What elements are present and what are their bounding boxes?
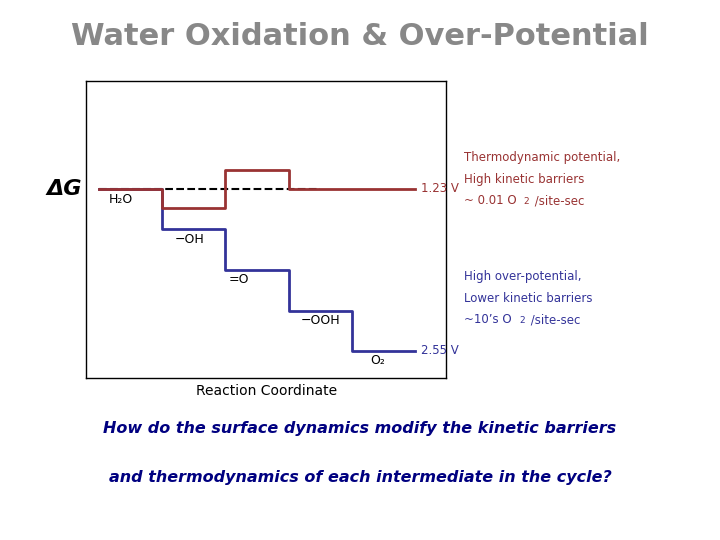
Text: High over-potential,: High over-potential,: [464, 270, 582, 283]
Text: ~10’s O: ~10’s O: [464, 313, 512, 326]
Text: −OOH: −OOH: [301, 314, 341, 327]
Text: Thermodynamic potential,: Thermodynamic potential,: [464, 151, 621, 164]
Text: High kinetic barriers: High kinetic barriers: [464, 173, 585, 186]
Text: =O: =O: [228, 273, 249, 286]
Text: ~ 0.01 O: ~ 0.01 O: [464, 194, 517, 207]
Text: O₂: O₂: [371, 354, 385, 367]
Text: 2: 2: [523, 197, 529, 206]
Text: /site-sec: /site-sec: [527, 313, 580, 326]
Text: and thermodynamics of each intermediate in the cycle?: and thermodynamics of each intermediate …: [109, 470, 611, 485]
Text: ΔG: ΔG: [47, 179, 82, 199]
Text: 1.23 V: 1.23 V: [421, 183, 459, 195]
Text: 2: 2: [520, 316, 526, 325]
X-axis label: Reaction Coordinate: Reaction Coordinate: [196, 383, 337, 397]
Text: −OH: −OH: [175, 233, 204, 246]
Text: 2.55 V: 2.55 V: [421, 345, 459, 357]
Text: H₂O: H₂O: [109, 193, 132, 206]
Text: How do the surface dynamics modify the kinetic barriers: How do the surface dynamics modify the k…: [104, 421, 616, 436]
Text: Water Oxidation & Over-Potential: Water Oxidation & Over-Potential: [71, 22, 649, 51]
Text: Lower kinetic barriers: Lower kinetic barriers: [464, 292, 593, 305]
Text: /site-sec: /site-sec: [531, 194, 584, 207]
